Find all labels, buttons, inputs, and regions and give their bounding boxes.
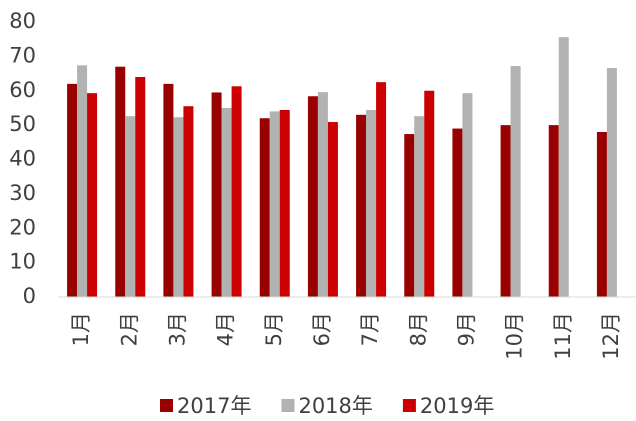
bar [231, 86, 242, 297]
x-tick-label: 1月 [69, 312, 93, 346]
x-tick-label: 8月 [406, 312, 430, 346]
x-tick-label: 7月 [358, 312, 382, 346]
bar [510, 66, 521, 297]
y-tick-label: 80 [9, 9, 36, 33]
legend-label: 2017年 [177, 394, 251, 418]
legend-label: 2018年 [298, 394, 372, 418]
y-tick-label: 50 [9, 112, 36, 136]
bar [356, 114, 367, 297]
x-tick-label: 5月 [262, 312, 286, 346]
y-tick-label: 0 [23, 284, 36, 308]
x-tick-label: 2月 [117, 312, 141, 346]
bar [269, 111, 280, 297]
bar [376, 82, 387, 297]
y-tick-label: 60 [9, 78, 36, 102]
y-tick-label: 20 [9, 215, 36, 239]
x-tick-label: 3月 [165, 312, 189, 346]
bar [125, 116, 136, 297]
x-tick-label: 12月 [599, 312, 623, 360]
bar [259, 118, 270, 297]
x-tick-label: 9月 [454, 312, 478, 346]
x-tick-label: 11月 [551, 312, 575, 360]
legend-swatch [402, 399, 416, 412]
x-tick-label: 6月 [310, 312, 334, 346]
bar [183, 106, 194, 297]
bar [548, 125, 559, 297]
bar [211, 92, 222, 297]
y-tick-label: 10 [9, 250, 36, 274]
bar [317, 92, 328, 297]
bar [452, 128, 463, 297]
bar [462, 93, 473, 297]
y-tick-label: 40 [9, 147, 36, 171]
bar [67, 83, 78, 297]
bar [327, 122, 338, 297]
bar [221, 107, 232, 297]
bar [404, 134, 415, 297]
y-tick-label: 30 [9, 181, 36, 205]
bar [279, 110, 290, 297]
bar [596, 132, 607, 297]
bar [414, 116, 425, 297]
bar [115, 66, 126, 297]
bar [135, 77, 146, 297]
legend-label: 2019年 [420, 394, 494, 418]
x-tick-label: 4月 [214, 312, 238, 346]
bar [163, 83, 174, 297]
bar [424, 90, 435, 297]
bar [558, 37, 569, 297]
y-tick-label: 70 [9, 43, 36, 67]
legend-swatch [160, 399, 173, 412]
bar [606, 68, 617, 297]
legend-swatch [281, 399, 295, 412]
bar [366, 110, 377, 297]
bar [173, 117, 184, 297]
bar [77, 65, 88, 297]
x-tick-label: 10月 [503, 312, 527, 360]
bar [500, 125, 511, 297]
bar [307, 96, 318, 297]
bar [87, 93, 98, 297]
